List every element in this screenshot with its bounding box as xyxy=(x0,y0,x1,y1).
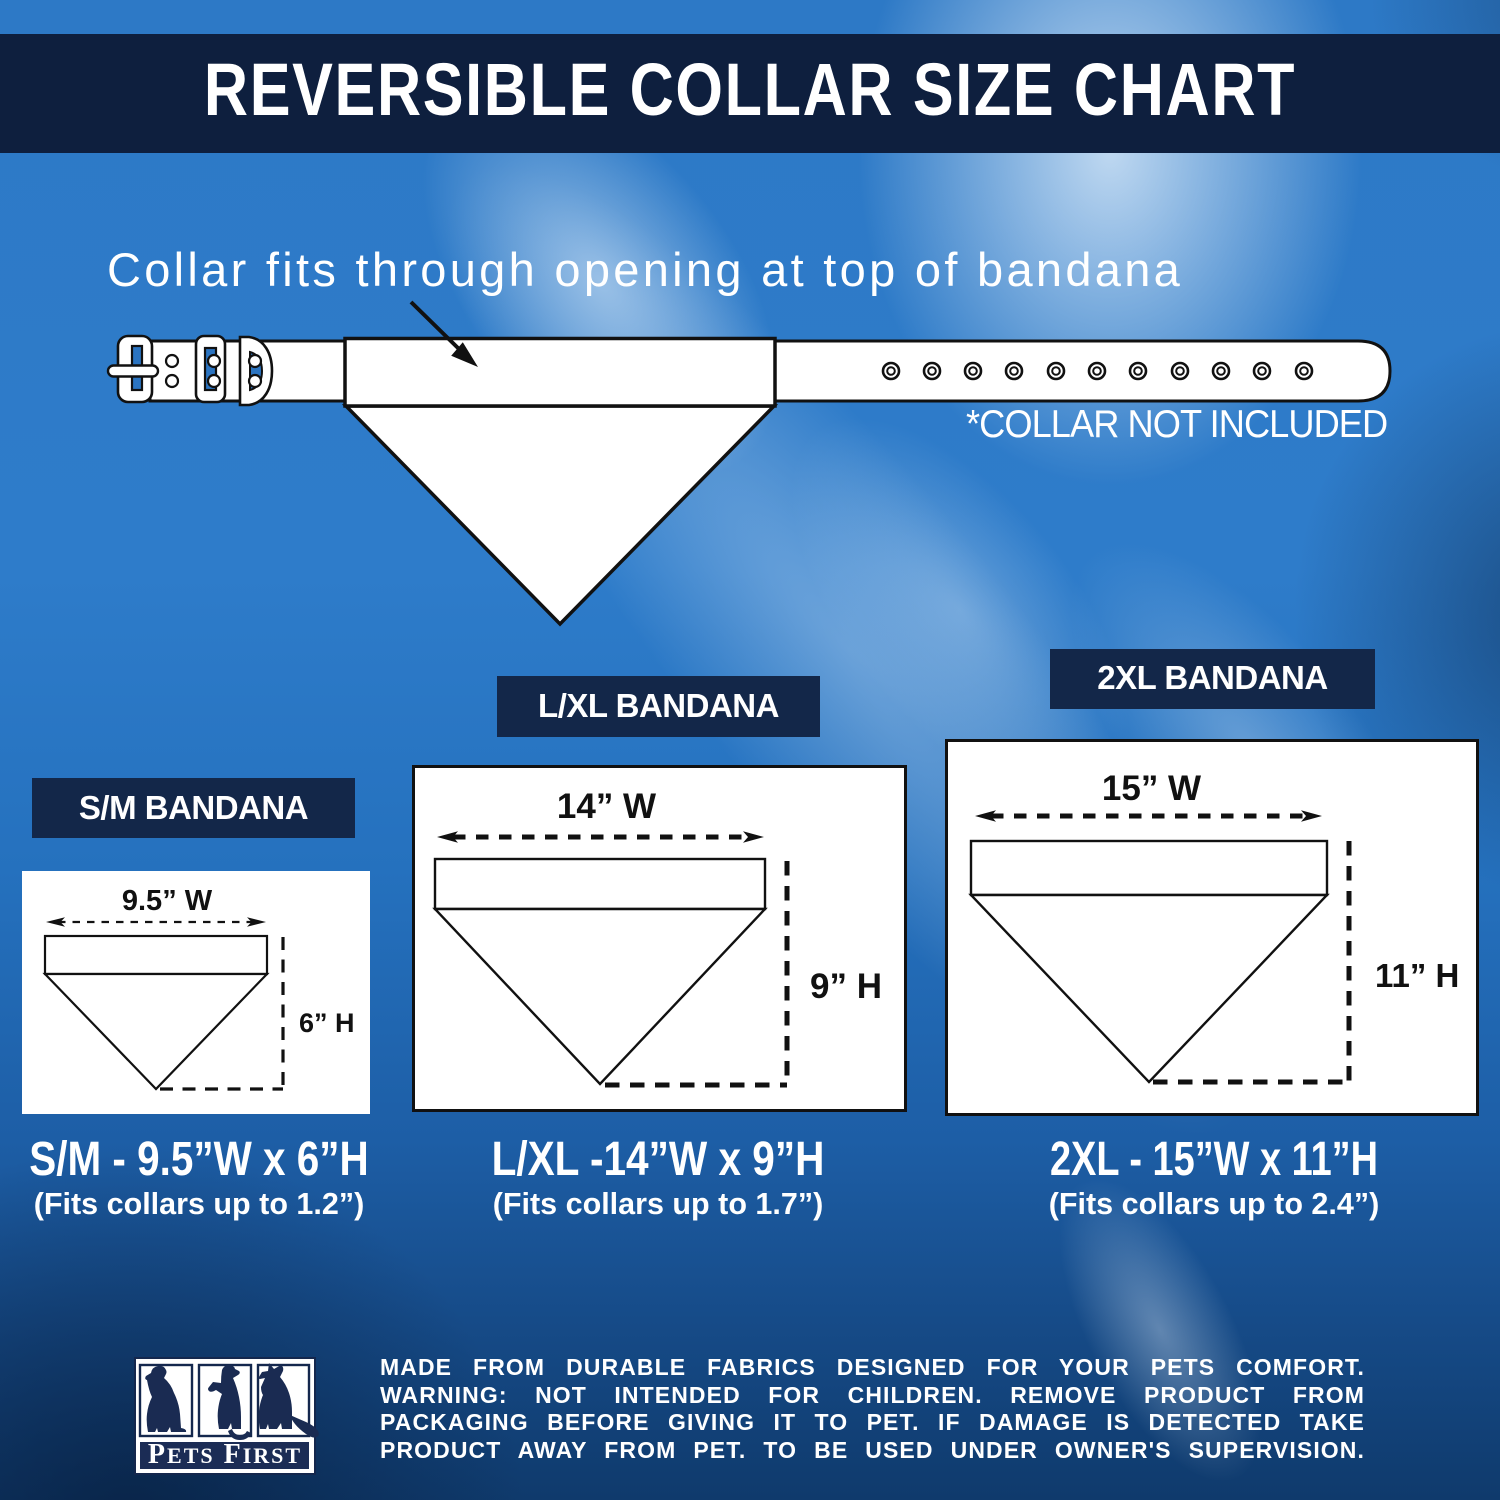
svg-text:PETS FIRST: PETS FIRST xyxy=(148,1439,302,1470)
